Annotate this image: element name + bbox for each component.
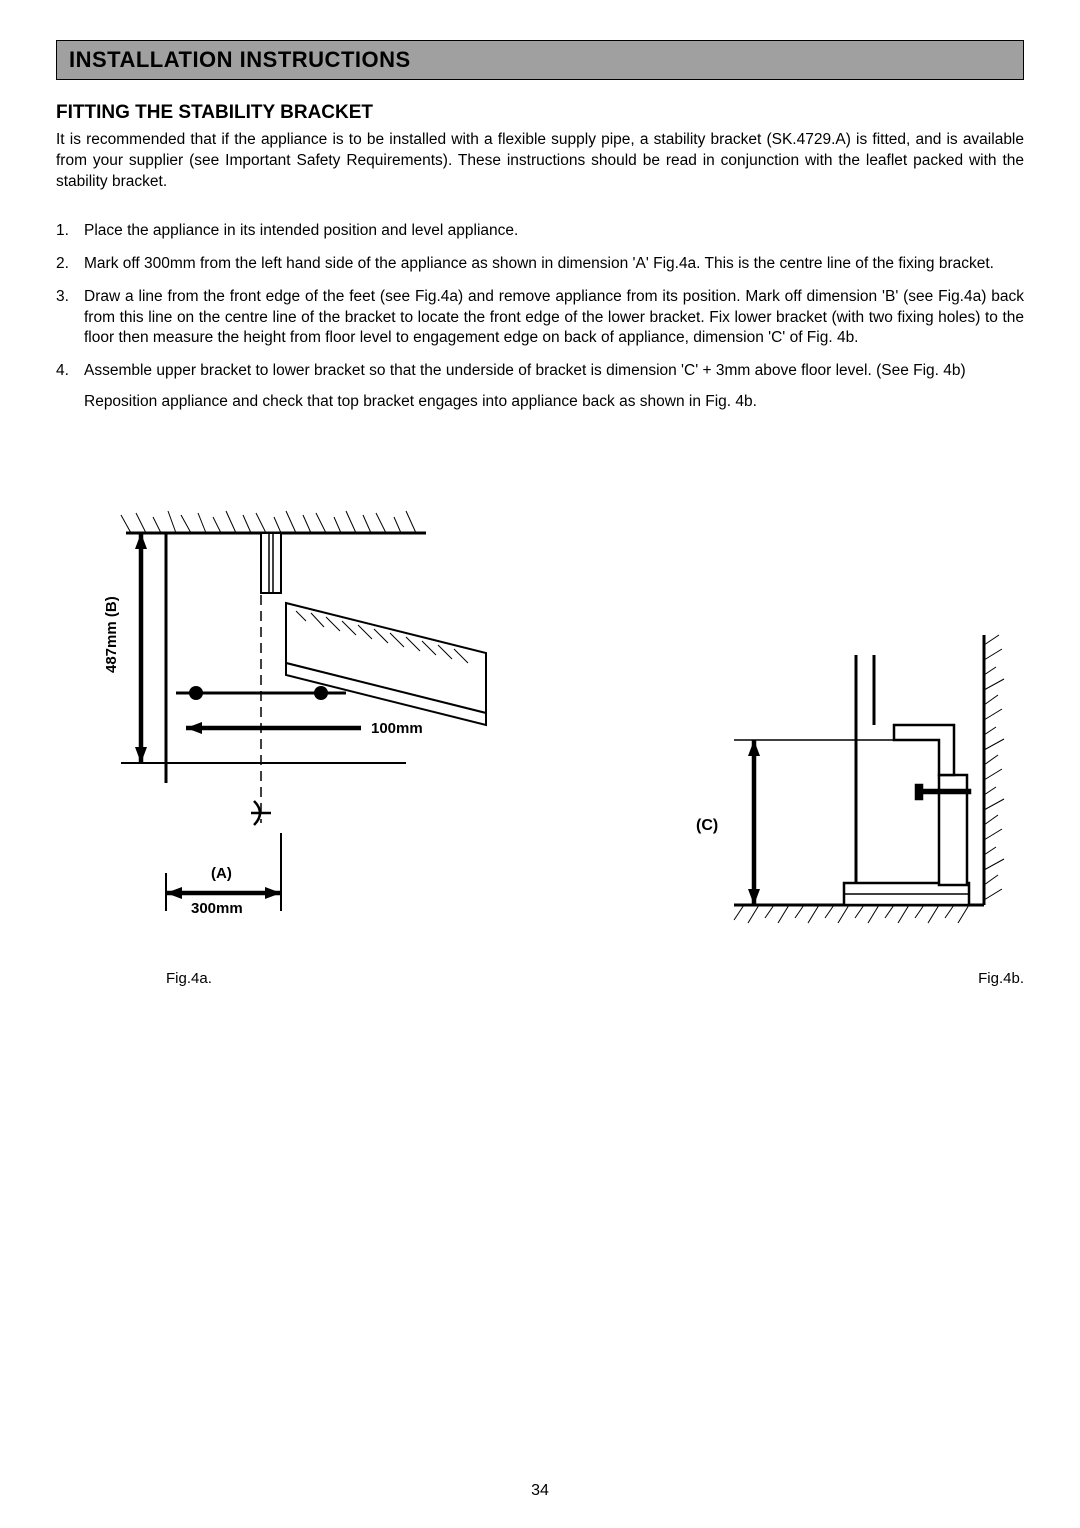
dimension-a: (A) 300mm (166, 833, 281, 917)
step-1: Place the appliance in its intended posi… (56, 221, 1024, 242)
step-4: Assemble upper bracket to lower bracket … (56, 361, 1024, 413)
step-3: Draw a line from the front edge of the f… (56, 287, 1024, 350)
figure-4b: (C) Fig.4b. (634, 625, 1024, 987)
figure-4b-svg: (C) (634, 625, 1024, 965)
step-4-text: Assemble upper bracket to lower bracket … (84, 362, 966, 379)
figure-4a-svg: 487mm (B) 100mm (A) 300mm (56, 503, 536, 943)
section-header-title: INSTALLATION INSTRUCTIONS (69, 47, 1011, 73)
subsection-title: FITTING THE STABILITY BRACKET (56, 102, 1024, 124)
dimension-c-label: (C) (696, 817, 718, 834)
dimension-300-label: 300mm (191, 900, 243, 917)
step-4-subtext: Reposition appliance and check that top … (84, 392, 1024, 413)
hatch-top-icon (121, 511, 426, 533)
dimension-100-label: 100mm (371, 720, 423, 737)
dimension-c: (C) (696, 740, 894, 905)
hatch-floor-icon (734, 905, 984, 923)
intro-paragraph: It is recommended that if the appliance … (56, 130, 1024, 193)
step-2: Mark off 300mm from the left hand side o… (56, 254, 1024, 275)
dimension-b: 487mm (B) (103, 533, 147, 763)
figures-row: 487mm (B) 100mm (A) 300mm Fig.4a. (56, 503, 1024, 987)
figure-4b-caption: Fig.4b. (634, 970, 1024, 987)
steps-list: Place the appliance in its intended posi… (56, 221, 1024, 413)
bracket-assembly (844, 655, 970, 905)
appliance-outline (286, 603, 486, 725)
bracket-top-slot (261, 533, 281, 593)
figure-4a-caption: Fig.4a. (166, 970, 536, 987)
dimension-b-label: 487mm (B) (103, 597, 120, 674)
page-number: 34 (0, 1482, 1080, 1500)
dimension-100: 100mm (186, 720, 423, 737)
hatch-wall-icon (984, 635, 1004, 905)
figure-4a: 487mm (B) 100mm (A) 300mm Fig.4a. (56, 503, 536, 987)
section-header: INSTALLATION INSTRUCTIONS (56, 40, 1024, 80)
dimension-a-label: (A) (211, 865, 232, 882)
